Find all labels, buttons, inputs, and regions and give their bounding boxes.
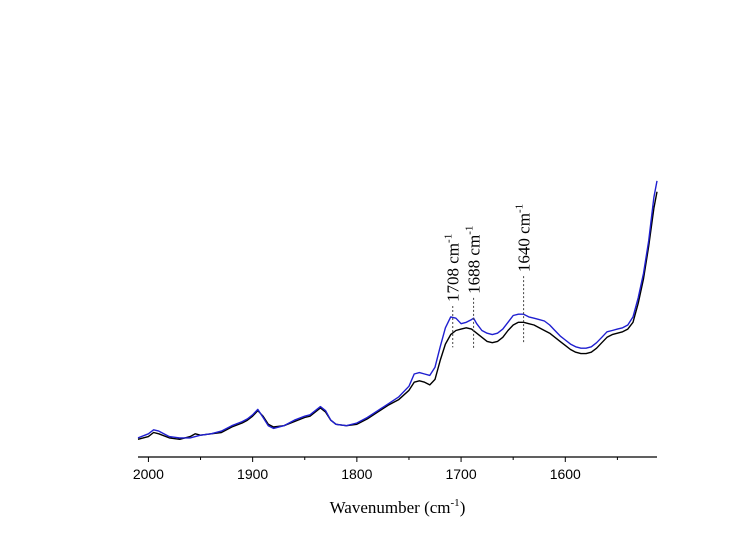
peak-label-1688: 1688 cm-1: [464, 226, 484, 294]
x-axis-title: Wavenumber (cm-1): [330, 497, 466, 517]
spectrum-line-1: [137, 191, 658, 440]
peak-label-1708: 1708 cm-1: [443, 234, 463, 302]
x-tick-label-1800: 1800: [341, 466, 372, 482]
annotation-layer: 1708 cm-1 1688 cm-1 1640 cm-1: [443, 204, 534, 349]
peak-label-1640: 1640 cm-1: [514, 204, 534, 272]
spectrum-line-2: [137, 180, 658, 439]
series-layer: [137, 180, 658, 440]
x-tick-label-2000: 2000: [133, 466, 164, 482]
x-tick-label-1600: 1600: [550, 466, 581, 482]
x-tick-label-1700: 1700: [445, 466, 476, 482]
x-tick-label-1900: 1900: [237, 466, 268, 482]
x-axis-ticks: 2000 1900 1800 1700 1600: [133, 457, 618, 482]
